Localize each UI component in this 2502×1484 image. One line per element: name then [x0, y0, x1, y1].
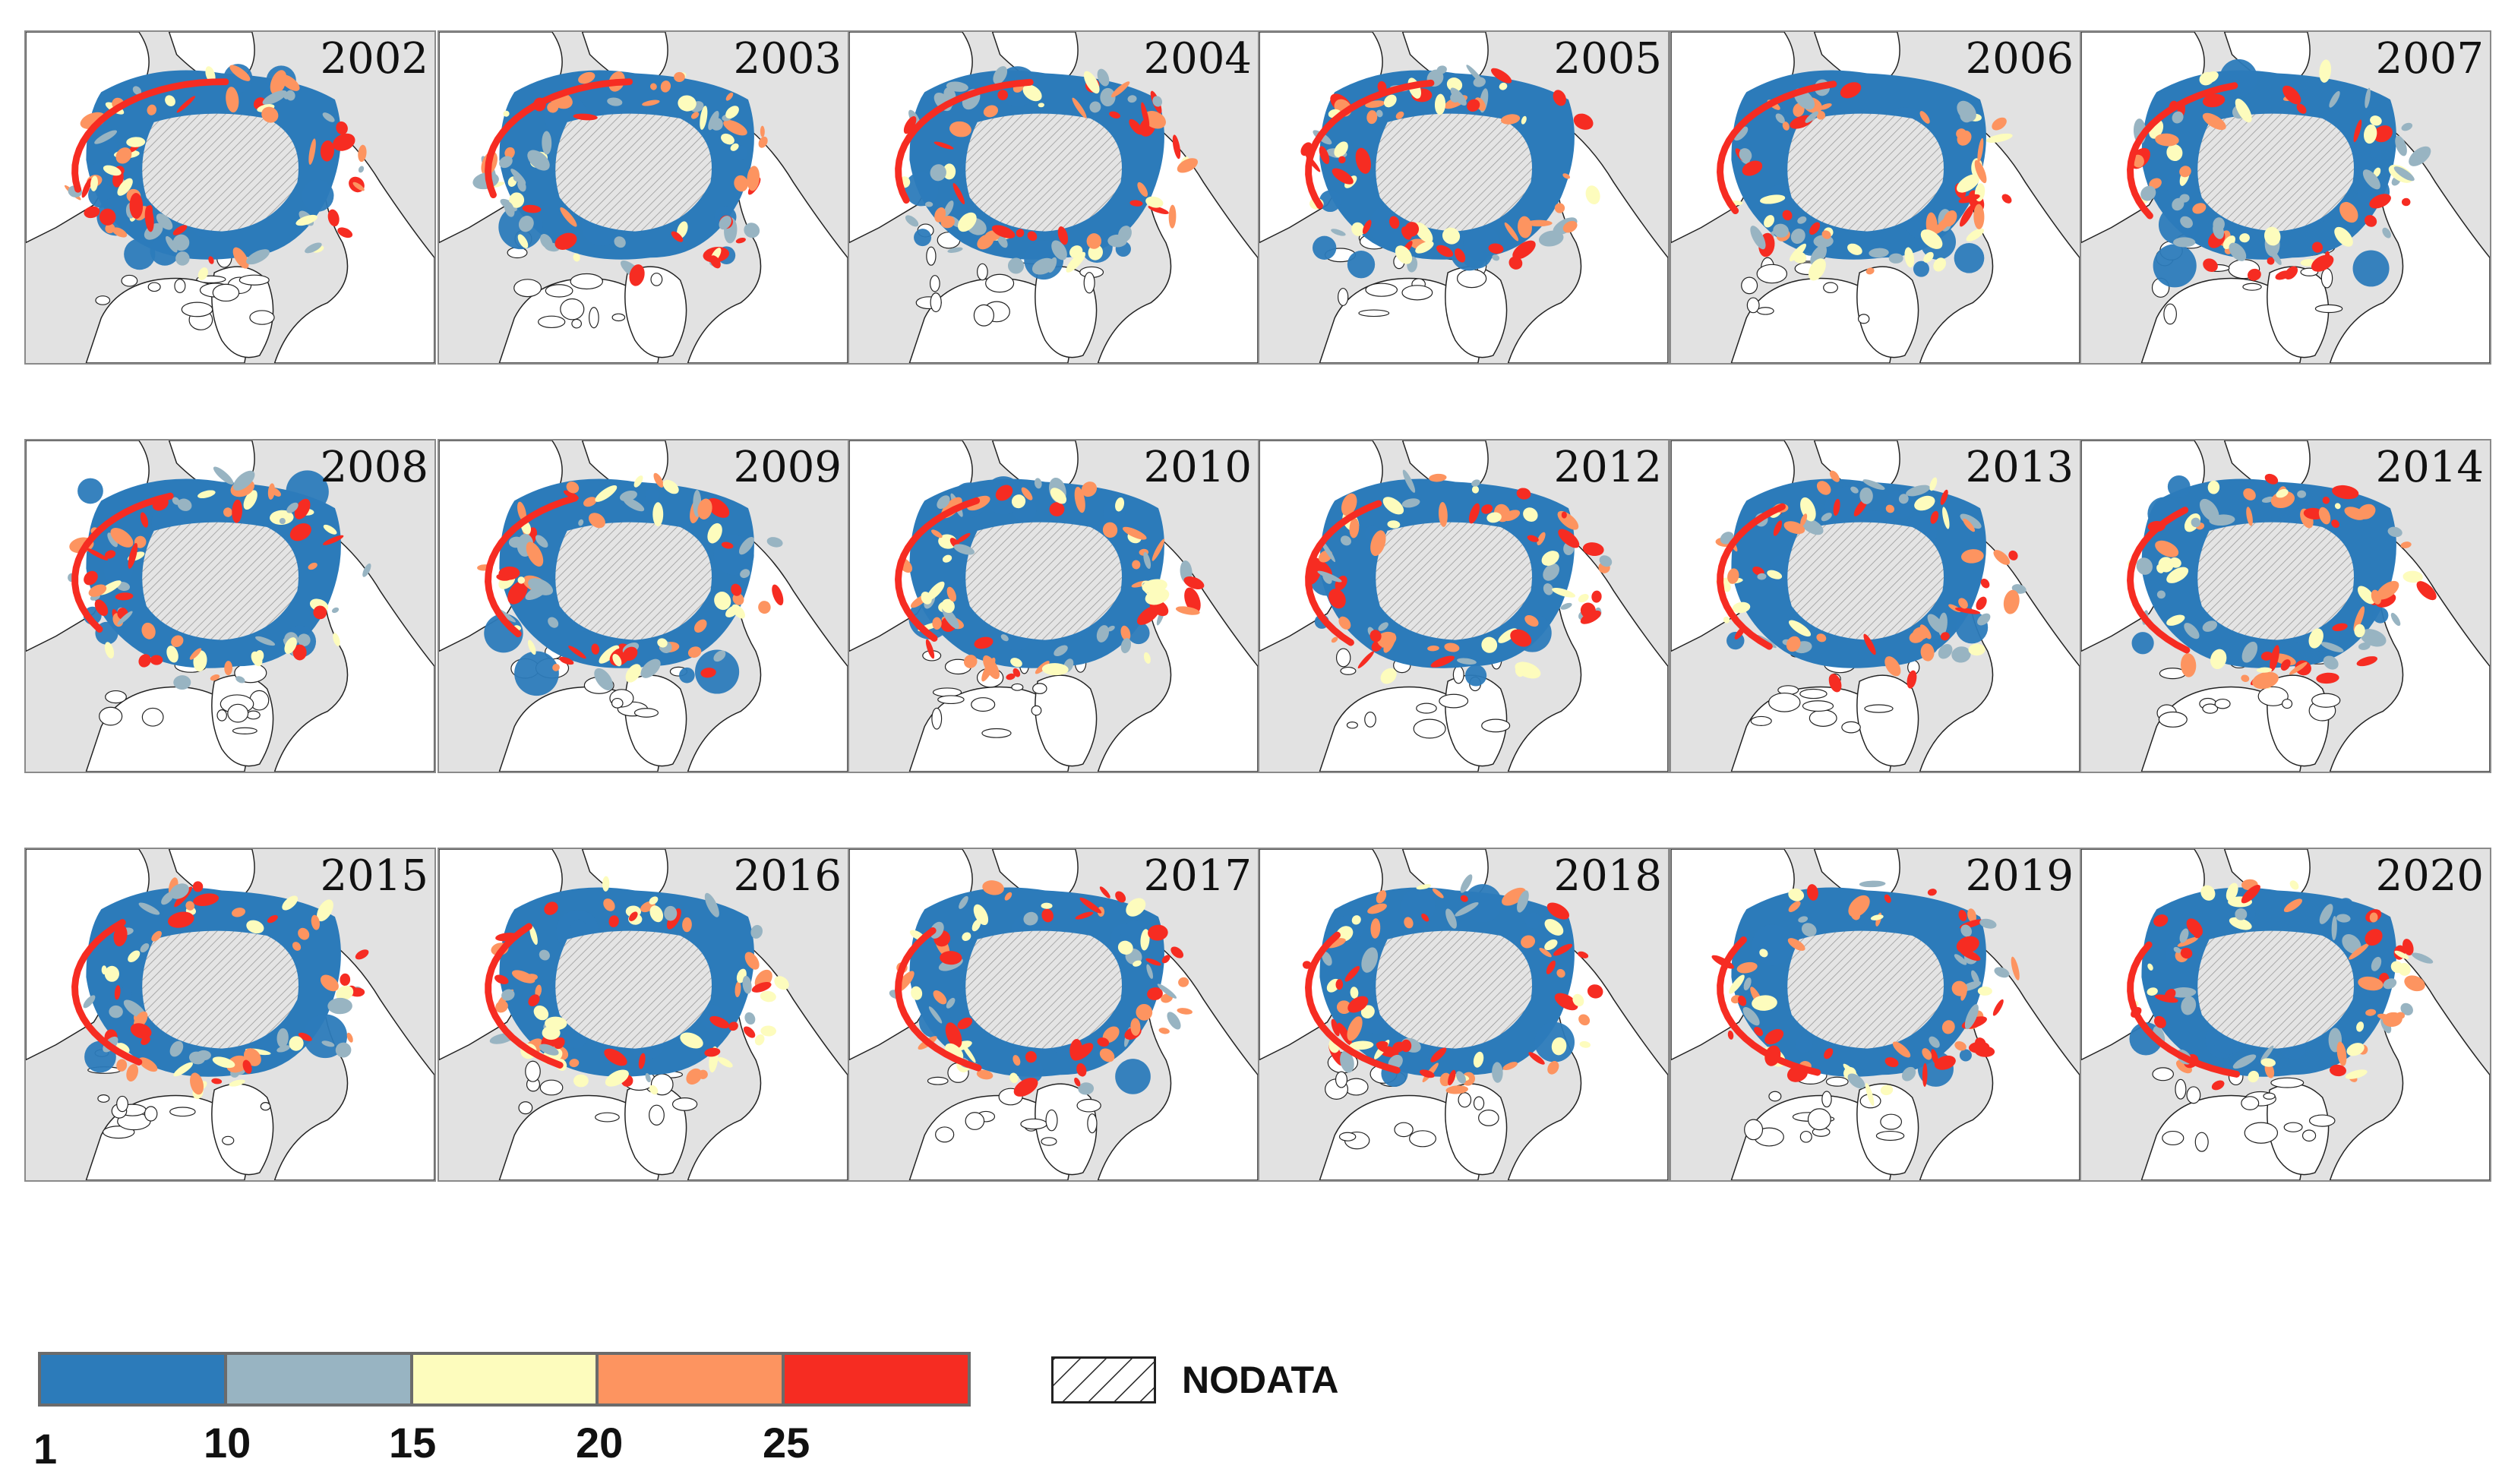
legend-tick-25: 25	[763, 1419, 810, 1467]
arctic-map	[26, 849, 434, 1180]
arctic-map	[2081, 849, 2490, 1180]
panel-year-label: 2005	[1553, 34, 1662, 84]
color-class-15-20	[412, 1355, 599, 1403]
panel-year-label: 2016	[733, 851, 842, 901]
map-panel-grid: 2002 2003 2004 2005 2006 2007 2008 2009 2010 2012…	[24, 30, 2491, 1182]
map-panel-2018: 2018	[1258, 848, 1670, 1182]
panel-year-label: 2012	[1553, 443, 1662, 492]
legend-tick-20: 20	[576, 1419, 624, 1467]
map-panel-2013: 2013	[1670, 439, 2081, 773]
color-class-10-15	[226, 1355, 413, 1403]
arctic-map	[26, 32, 434, 363]
map-panel-2006: 2006	[1670, 30, 2081, 365]
arctic-map	[26, 440, 434, 772]
arctic-map	[1259, 32, 1668, 363]
panel-year-label: 2007	[2375, 34, 2484, 84]
nodata-label: NODATA	[1182, 1359, 1339, 1401]
arctic-map	[439, 32, 848, 363]
arctic-map	[2081, 32, 2490, 363]
panel-year-label: 2008	[320, 443, 428, 492]
legend: 1 10 15 20 25 NODATA	[0, 1291, 2502, 1484]
panel-year-label: 2004	[1143, 34, 1252, 84]
map-panel-2019: 2019	[1670, 848, 2081, 1182]
arctic-map	[849, 849, 1258, 1180]
color-class-1-10	[41, 1355, 227, 1403]
arctic-map	[439, 849, 848, 1180]
map-panel-2003: 2003	[438, 30, 849, 365]
panel-year-label: 2013	[1965, 443, 2074, 492]
nodata-swatch	[1051, 1356, 1156, 1403]
color-scale-bar	[38, 1352, 971, 1407]
map-panel-2017: 2017	[848, 848, 1259, 1182]
map-panel-2002: 2002	[24, 30, 436, 365]
arctic-map	[849, 32, 1258, 363]
color-class-20-25	[599, 1355, 785, 1403]
map-panel-2009: 2009	[438, 439, 849, 773]
panel-year-label: 2010	[1143, 443, 1252, 492]
map-panel-2010: 2010	[848, 439, 1259, 773]
map-panel-2016: 2016	[438, 848, 849, 1182]
arctic-map	[439, 440, 848, 772]
panel-year-label: 2014	[2375, 443, 2484, 492]
arctic-map	[1671, 32, 2080, 363]
arctic-map	[1259, 849, 1668, 1180]
map-panel-2020: 2020	[2080, 848, 2491, 1182]
panel-year-label: 2009	[733, 443, 842, 492]
map-panel-2005: 2005	[1258, 30, 1670, 365]
map-panel-2008: 2008	[24, 439, 436, 773]
map-panel-2012: 2012	[1258, 439, 1670, 773]
map-panel-2004: 2004	[848, 30, 1259, 365]
arctic-map	[2081, 440, 2490, 772]
panel-year-label: 2020	[2375, 851, 2484, 901]
map-panel-2014: 2014	[2080, 439, 2491, 773]
panel-year-label: 2006	[1965, 34, 2074, 84]
panel-year-label: 2015	[320, 851, 428, 901]
legend-tick-1: 1	[33, 1425, 58, 1473]
map-panel-2015: 2015	[24, 848, 436, 1182]
map-panel-2007: 2007	[2080, 30, 2491, 365]
arctic-map	[849, 440, 1258, 772]
arctic-map	[1671, 440, 2080, 772]
panel-year-label: 2019	[1965, 851, 2074, 901]
legend-tick-10: 10	[204, 1419, 251, 1467]
panel-year-label: 2018	[1553, 851, 1662, 901]
panel-year-label: 2017	[1143, 851, 1252, 901]
arctic-map	[1671, 849, 2080, 1180]
color-class-25-plus	[785, 1355, 968, 1403]
legend-tick-15: 15	[389, 1419, 437, 1467]
panel-year-label: 2003	[733, 34, 842, 84]
panel-year-label: 2002	[320, 34, 428, 84]
arctic-map	[1259, 440, 1668, 772]
